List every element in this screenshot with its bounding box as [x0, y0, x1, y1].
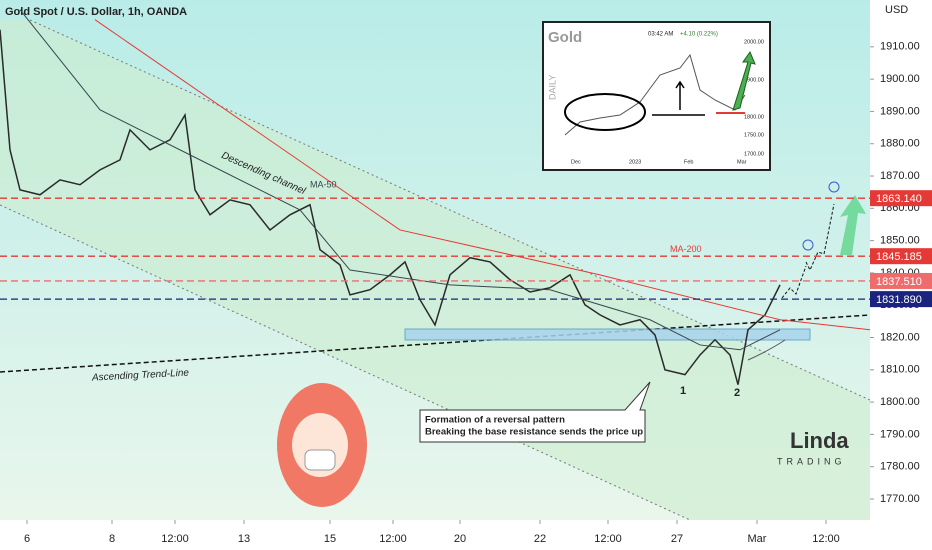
logo-sub: TRADING [777, 456, 846, 466]
channel-upper [29, 19, 871, 401]
x-tick-label: 12:00 [812, 533, 840, 545]
currency: USD [885, 4, 908, 16]
chart-title: Gold Spot / U.S. Dollar, 1h, OANDA [5, 6, 187, 18]
x-tick-label: 12:00 [379, 533, 407, 545]
price-tag [870, 291, 932, 308]
low-label: 2 [734, 387, 740, 399]
inset-y: 1750.00 [744, 132, 764, 138]
inset-y: 1700.00 [744, 151, 764, 157]
inset-y: 1800.00 [744, 114, 764, 120]
inset-title: Gold [548, 29, 582, 46]
y-tick-label: 1800.00 [880, 396, 920, 408]
callout-text: Formation of a reversal pattern [425, 415, 565, 426]
x-tick-label: 15 [324, 533, 336, 545]
x-tick-label: 22 [534, 533, 546, 545]
inset-time: 03:42 AM [648, 32, 673, 38]
support-zone [404, 328, 811, 341]
price-tag-label: 1863.140 [876, 193, 922, 205]
projection [781, 203, 835, 299]
x-tick-label: 13 [238, 533, 250, 545]
x-tick-label: Mar [748, 533, 767, 545]
target [802, 239, 814, 251]
inset-y: 1900.00 [744, 77, 764, 83]
x-tick-label: 8 [109, 533, 115, 545]
inset-change: +4.10 (0.22%) [680, 32, 718, 38]
y-tick-label: 1790.00 [880, 428, 920, 440]
inset-price [564, 53, 746, 136]
trend-line [0, 314, 871, 373]
price-tag [870, 272, 932, 289]
y-tick-label: 1900.00 [880, 73, 920, 85]
y-tick-label: 1820.00 [880, 331, 920, 343]
y-tick-label: 1810.00 [880, 364, 920, 376]
channel-lower [0, 204, 691, 521]
callout-text: Breaking the base resistance sends the p… [425, 427, 643, 438]
y-tick-label: 1910.00 [880, 41, 920, 53]
inset: Gold DAILY 03:42 AM +4.10 (0.22%) 2000.0… [542, 21, 771, 171]
inset-circle [564, 93, 646, 131]
inset-side: DAILY [547, 75, 557, 100]
price-tag [870, 248, 932, 265]
logo: Linda [790, 428, 849, 453]
x-tick-label: 12:00 [161, 533, 189, 545]
channel-fill [0, 20, 870, 520]
series-line [94, 19, 871, 331]
trend-label: Ascending Trend-Line [91, 368, 190, 384]
time-axis [0, 520, 870, 550]
inset-y: 2000.00 [744, 39, 764, 45]
inset-x: Feb [684, 159, 693, 165]
inset-x: Mar [737, 159, 747, 165]
x-tick-label: 12:00 [594, 533, 622, 545]
inset-up [732, 50, 756, 111]
y-tick-label: 1850.00 [880, 235, 920, 247]
y-tick-label: 1880.00 [880, 138, 920, 150]
series-label: MA-200 [670, 244, 702, 254]
x-tick-label: 20 [454, 533, 466, 545]
price-tag-label: 1837.510 [876, 276, 922, 288]
price-tag-label: 1845.185 [876, 251, 922, 263]
series-line [19, 9, 781, 351]
low-label: 1 [680, 385, 686, 397]
series-label: MA-50 [310, 179, 337, 189]
y-tick-label: 1770.00 [880, 493, 920, 505]
inset-x: 2023 [629, 159, 641, 165]
up-arrow [840, 195, 866, 255]
character [277, 383, 367, 507]
y-tick-label: 1870.00 [880, 170, 920, 182]
y-tick-label: 1780.00 [880, 461, 920, 473]
y-tick-label: 1890.00 [880, 105, 920, 117]
x-tick-label: 27 [671, 533, 683, 545]
target [828, 181, 840, 193]
x-tick-label: 6 [24, 533, 30, 545]
series-line [0, 29, 781, 385]
inset-x: Dec [571, 159, 581, 165]
price-tag-label: 1831.890 [876, 294, 922, 306]
price-tag [870, 190, 932, 207]
inset-frame [542, 21, 771, 171]
callout [419, 381, 651, 443]
inset-arrow [675, 80, 685, 110]
pattern-curve [747, 339, 786, 361]
